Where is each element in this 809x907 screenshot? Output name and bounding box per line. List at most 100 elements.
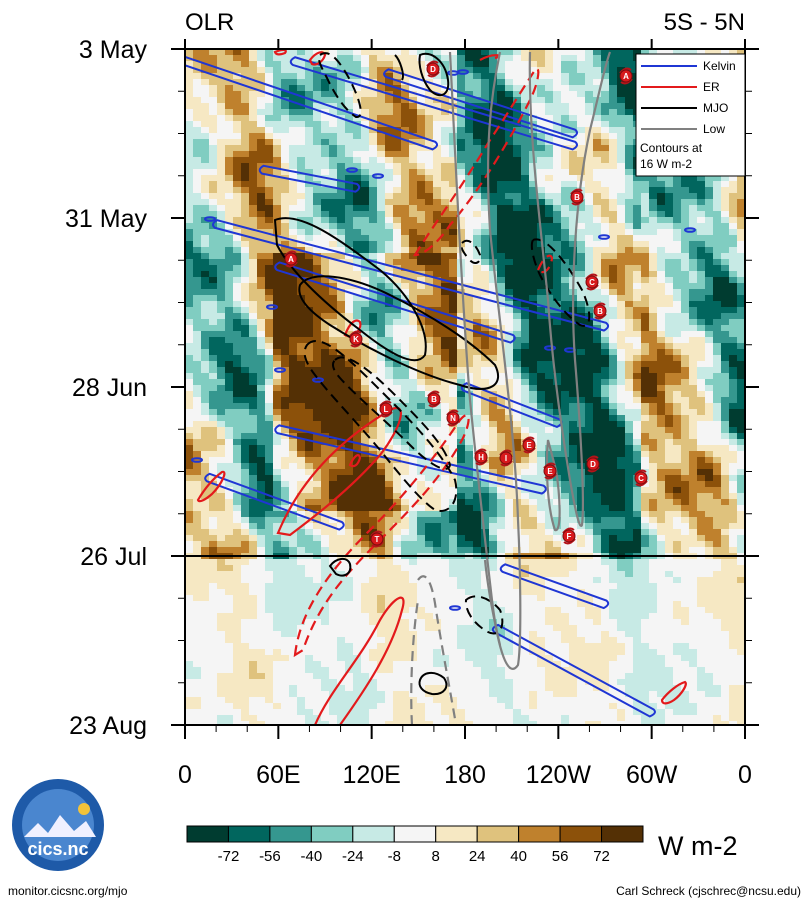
olr-cell [465, 97, 474, 104]
olr-cell [345, 49, 354, 56]
olr-cell [449, 61, 458, 68]
olr-cell [217, 385, 226, 392]
olr-cell [385, 223, 394, 230]
olr-cell [329, 331, 338, 338]
olr-cell [457, 49, 466, 56]
olr-cell [289, 445, 298, 452]
olr-cell [401, 349, 410, 356]
olr-cell [233, 211, 242, 218]
olr-cell [601, 343, 610, 350]
olr-cell [625, 451, 634, 458]
olr-cell [337, 91, 346, 98]
olr-cell [329, 211, 338, 218]
olr-cell [609, 91, 618, 98]
olr-cell [385, 97, 394, 104]
olr-cell [225, 445, 234, 452]
olr-cell [313, 283, 322, 290]
olr-cell [409, 349, 418, 356]
olr-cell [417, 55, 426, 62]
olr-cell [649, 373, 658, 380]
olr-cell [273, 265, 282, 272]
olr-cell [185, 211, 194, 218]
olr-cell [249, 157, 258, 164]
olr-cell [417, 373, 426, 380]
olr-cell [321, 469, 330, 476]
olr-cell [577, 241, 586, 248]
olr-cell [385, 187, 394, 194]
olr-cell [609, 97, 618, 104]
olr-cell [329, 115, 338, 122]
olr-cell [705, 199, 714, 206]
olr-cell [201, 451, 210, 458]
olr-cell [625, 217, 634, 224]
olr-cell [209, 163, 218, 170]
olr-cell [433, 163, 442, 170]
olr-cell [361, 337, 370, 344]
olr-cell [673, 271, 682, 278]
olr-cell [569, 169, 578, 176]
olr-cell [649, 283, 658, 290]
olr-cell [225, 133, 234, 140]
olr-cell [481, 163, 490, 170]
olr-cell [385, 235, 394, 242]
olr-cell [529, 85, 538, 92]
olr-cell [377, 373, 386, 380]
olr-cell [529, 79, 538, 86]
olr-cell [329, 67, 338, 74]
olr-cell [489, 367, 498, 374]
olr-cell [505, 217, 514, 224]
olr-cell [529, 295, 538, 302]
olr-cell [353, 127, 362, 134]
olr-cell [457, 211, 466, 218]
olr-cell [225, 283, 234, 290]
olr-cell [361, 235, 370, 242]
olr-cell [489, 229, 498, 236]
olr-cell [249, 403, 258, 410]
olr-cell [697, 421, 706, 428]
olr-cell [569, 73, 578, 80]
olr-cell [305, 229, 314, 236]
olr-cell [385, 289, 394, 296]
olr-cell [273, 169, 282, 176]
olr-cell [537, 469, 546, 476]
olr-cell [553, 103, 562, 110]
olr-cell [457, 469, 466, 476]
olr-cell [297, 355, 306, 362]
olr-cell [305, 469, 314, 476]
olr-cell [601, 283, 610, 290]
olr-cell [633, 283, 642, 290]
olr-cell [225, 301, 234, 308]
olr-cell [593, 433, 602, 440]
olr-cell [337, 175, 346, 182]
olr-cell [353, 361, 362, 368]
olr-cell [297, 385, 306, 392]
olr-cell [297, 253, 306, 260]
olr-cell [681, 265, 690, 272]
olr-cell [713, 295, 722, 302]
olr-cell [657, 187, 666, 194]
olr-cell [473, 241, 482, 248]
olr-cell [649, 181, 658, 188]
olr-cell [369, 325, 378, 332]
olr-cell [473, 319, 482, 326]
olr-cell [545, 229, 554, 236]
olr-cell [225, 247, 234, 254]
olr-cell [689, 439, 698, 446]
olr-cell [337, 307, 346, 314]
olr-cell [457, 451, 466, 458]
olr-cell [593, 361, 602, 368]
olr-cell [257, 247, 266, 254]
olr-cell [193, 85, 202, 92]
olr-cell [289, 457, 298, 464]
olr-cell [201, 157, 210, 164]
olr-cell [241, 349, 250, 356]
olr-cell [433, 337, 442, 344]
olr-cell [585, 91, 594, 98]
olr-cell [641, 277, 650, 284]
olr-cell [577, 97, 586, 104]
olr-cell [241, 373, 250, 380]
olr-cell [281, 205, 290, 212]
olr-cell [593, 319, 602, 326]
olr-cell [273, 373, 282, 380]
olr-cell [201, 151, 210, 158]
